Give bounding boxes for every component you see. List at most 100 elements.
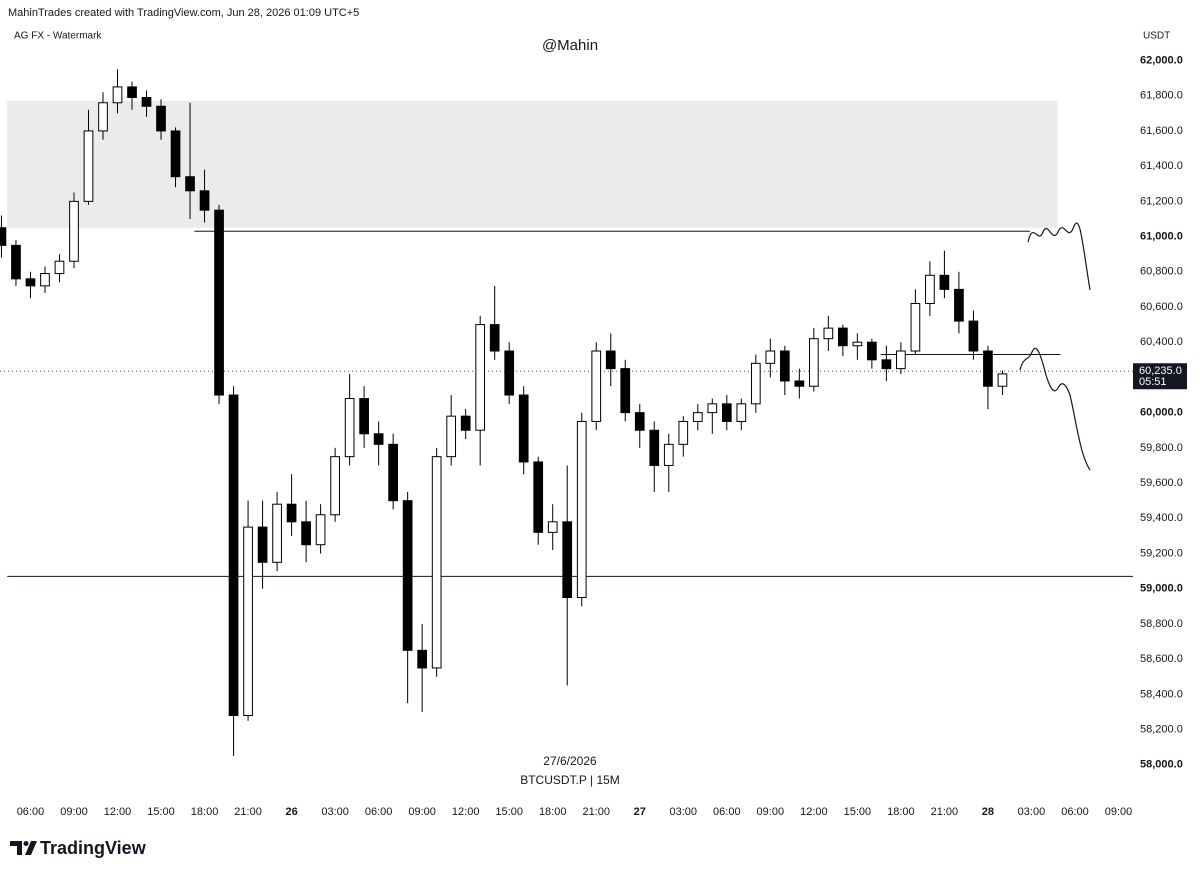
candle-body xyxy=(112,86,123,104)
candle-body xyxy=(504,350,515,396)
candle-body xyxy=(765,350,776,364)
candle-body xyxy=(823,327,834,340)
candle-body xyxy=(533,461,544,533)
candle-body xyxy=(736,403,747,422)
candle-body xyxy=(808,338,819,387)
y-tick-label: 59,800.0 xyxy=(1140,442,1183,454)
candle-body xyxy=(98,102,108,132)
candle-body xyxy=(301,521,311,546)
candle-body xyxy=(330,456,340,516)
candle-body xyxy=(547,521,558,533)
candle-body xyxy=(649,429,660,466)
symbol: BTCUSDT.P | 15M xyxy=(520,773,620,787)
x-tick-label: 09:00 xyxy=(60,806,88,818)
candle-body xyxy=(69,200,79,262)
y-tick-label: 58,800.0 xyxy=(1140,618,1183,630)
candle-body xyxy=(605,350,616,370)
candle-body xyxy=(721,403,732,422)
y-tick-label: 59,200.0 xyxy=(1140,547,1183,559)
candle-body xyxy=(910,302,921,352)
candle-body xyxy=(475,324,486,431)
candle-body xyxy=(141,96,152,107)
y-tick-label: 59,400.0 xyxy=(1140,512,1183,524)
y-tick-label: 58,400.0 xyxy=(1140,688,1183,700)
candle-body xyxy=(40,273,50,287)
candle-body xyxy=(489,324,500,352)
candle-body xyxy=(881,359,892,370)
candle-body xyxy=(272,503,282,563)
candle-body xyxy=(852,341,863,347)
candle-body xyxy=(388,443,398,502)
y-tick-label: 60,400.0 xyxy=(1140,336,1183,348)
x-tick-label: 06:00 xyxy=(713,806,741,818)
last-price-label: 60,235.0 xyxy=(1139,365,1182,377)
x-tick-label: 09:00 xyxy=(408,806,436,818)
candle-body xyxy=(634,412,645,431)
x-tick-label: 18:00 xyxy=(539,806,567,818)
date-label: 27/6/2026 xyxy=(543,754,597,768)
y-tick-label: 61,800.0 xyxy=(1140,90,1183,102)
candle-body xyxy=(779,350,790,382)
candle-body xyxy=(11,244,21,280)
candle-body xyxy=(243,526,253,716)
candle-body xyxy=(838,327,848,347)
candle-body xyxy=(257,526,268,563)
candle-body xyxy=(25,278,36,287)
candle-body xyxy=(54,260,65,275)
y-tick-label: 62,000.0 xyxy=(1140,54,1183,66)
y-tick-label: 60,000.0 xyxy=(1140,407,1183,419)
candle-body xyxy=(83,130,94,202)
logo: TradingView xyxy=(10,838,147,858)
candle-body xyxy=(373,433,384,445)
candle-body xyxy=(417,649,428,669)
x-tick-label: 12:00 xyxy=(452,806,480,818)
candle-body xyxy=(997,373,1008,387)
candle-body xyxy=(431,456,442,669)
watermark-label: AG FX - Watermark xyxy=(14,31,102,42)
y-tick-label: 61,600.0 xyxy=(1140,125,1183,137)
x-tick-label: 15:00 xyxy=(147,806,175,818)
y-tick-label: 59,000.0 xyxy=(1140,583,1183,595)
logo-text: TradingView xyxy=(40,838,147,858)
candle-body xyxy=(286,503,297,523)
x-tick-label: 12:00 xyxy=(104,806,132,818)
logo-dot xyxy=(23,841,29,846)
x-tick-label: 18:00 xyxy=(887,806,915,818)
y-tick-label: 60,600.0 xyxy=(1140,301,1183,313)
candle-body xyxy=(692,412,703,422)
projection-path xyxy=(1019,347,1091,471)
x-tick-label: 18:00 xyxy=(191,806,219,818)
candle-body xyxy=(867,341,877,361)
candle-body xyxy=(896,350,906,370)
candle-body xyxy=(402,500,413,651)
projection-path xyxy=(1027,222,1091,291)
x-tick-label: 12:00 xyxy=(800,806,828,818)
y-tick-label: 58,000.0 xyxy=(1140,759,1183,771)
x-tick-label: 15:00 xyxy=(844,806,872,818)
candle-body xyxy=(591,350,602,422)
currency: USDT xyxy=(1143,31,1170,42)
candle-body xyxy=(344,398,355,458)
y-tick-label: 61,200.0 xyxy=(1140,195,1183,207)
x-tick-label: 06:00 xyxy=(17,806,45,818)
x-tick-label: 06:00 xyxy=(1061,806,1089,818)
x-tick-label: 21:00 xyxy=(234,806,262,818)
x-tick-label: 21:00 xyxy=(582,806,610,818)
x-tick-label: 03:00 xyxy=(1018,806,1046,818)
x-tick-label: 09:00 xyxy=(757,806,785,818)
candle-body xyxy=(939,274,950,290)
x-tick-label: 27 xyxy=(634,806,646,818)
last-price-box xyxy=(1133,363,1187,390)
countdown: 05:51 xyxy=(1139,376,1167,388)
candle-body xyxy=(156,105,166,132)
y-tick-label: 61,400.0 xyxy=(1140,160,1183,172)
y-tick-label: 58,600.0 xyxy=(1140,653,1183,665)
x-tick-label: 03:00 xyxy=(321,806,349,818)
candle-body xyxy=(925,274,935,304)
x-tick-label: 26 xyxy=(285,806,297,818)
candle-body xyxy=(228,394,239,716)
y-tick-label: 59,600.0 xyxy=(1140,477,1183,489)
candle-body xyxy=(315,514,326,546)
logo-icon xyxy=(10,841,37,855)
